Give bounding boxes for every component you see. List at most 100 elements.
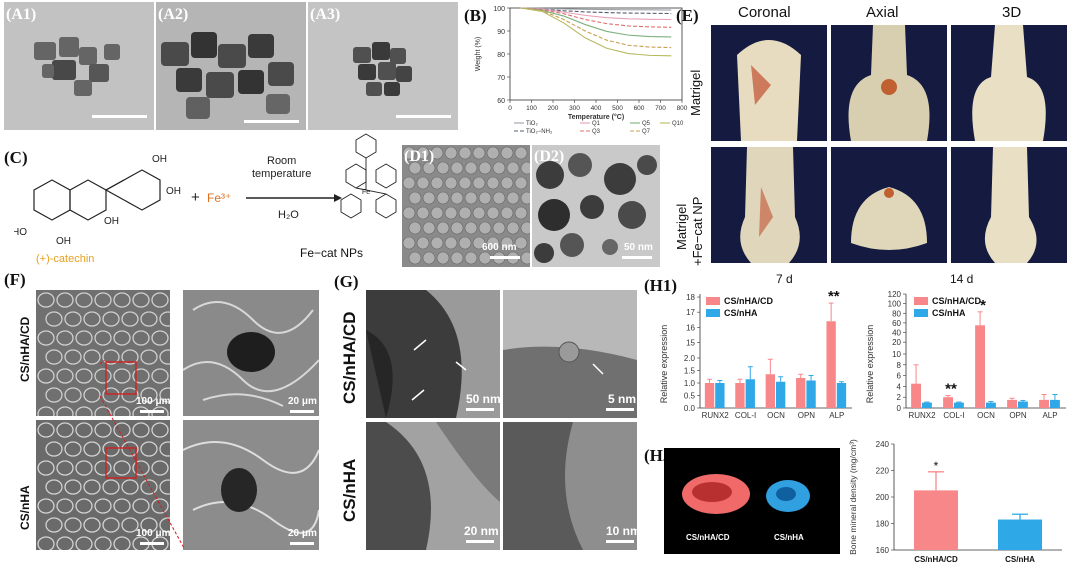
x-tick-label: ALP: [829, 411, 844, 420]
y-tick-label: 1.5: [684, 367, 696, 376]
scalebar-d1: [490, 256, 520, 259]
y-tick-label: 15: [686, 338, 695, 347]
hrtem-g-bottom-right: [503, 422, 637, 550]
ct-coronal-fecat: [710, 146, 828, 264]
scalebar-d2: [622, 256, 652, 259]
bar: [943, 397, 953, 408]
panel-label-h1: (H1): [644, 276, 678, 295]
bar: [1007, 399, 1017, 408]
zoom-connector-lines: [100, 360, 185, 549]
scale-label-g3: 20 nm: [464, 524, 499, 538]
y-tick-label: 18: [686, 293, 695, 302]
panel-label-f: (F): [4, 270, 26, 289]
y-tick-label: 10: [892, 350, 901, 359]
y-tick-label: 0: [897, 404, 902, 413]
panel-label-d2: (D2): [534, 148, 565, 165]
fe-ion-label: Fe³⁺: [207, 191, 231, 205]
y-tick-label: 2: [897, 393, 902, 402]
product-label: Fe−cat NPs: [300, 246, 364, 260]
g-row-label-1: CS/nHA/CD: [340, 311, 359, 404]
x-tick-label: OCN: [767, 411, 785, 420]
bar: [911, 383, 921, 408]
scalebar-f4: [290, 542, 314, 545]
legend-label: Q10: [672, 121, 684, 127]
particle-field-d1: [402, 145, 530, 267]
ct-3d-fecat: [950, 146, 1068, 264]
hrtem-g-top-right: [503, 290, 637, 418]
x-tick-label: 500: [612, 105, 623, 112]
scale-label-f1: 100 μm: [136, 396, 171, 407]
scale-label-g2: 5 nm: [608, 392, 637, 406]
y-tick-label: 17: [686, 308, 695, 317]
row-label-matrigel-fe: Matrigel: [674, 203, 689, 250]
scale-label-f3: 100 μm: [136, 528, 171, 539]
sem-f-top-left: [36, 290, 170, 416]
svg-text:OH: OH: [152, 154, 167, 165]
bone-mineral-density-chart: 160 180 200 220 240 Bone mineral density (mg/…: [848, 439, 1062, 564]
x-tick-label: CS/nHA/CD: [914, 555, 958, 564]
arrow-label-top: Room: [267, 155, 296, 167]
reaction-scheme: OH OH HO OH OH (+)-catechin + Fe³⁺ Room …: [14, 154, 342, 265]
bar: [765, 374, 775, 408]
bar: [954, 402, 964, 408]
panel-label-a2: (A2): [158, 6, 189, 23]
svg-text:OH: OH: [56, 236, 71, 247]
bar: [776, 381, 786, 408]
x-tick-label: 400: [591, 105, 602, 112]
y-tick-label: 220: [876, 467, 890, 476]
bar: [826, 321, 836, 408]
ct-axial-fecat: [830, 146, 948, 264]
series-line: [520, 7, 672, 57]
gene-expression-chart-left: 0.0 0.5 1.0 1.5 2.0 15 16 17 18 Relative expressi…: [659, 288, 852, 420]
fe-cat-structure: Fe: [340, 133, 397, 219]
nanoparticle-cluster-a2: [156, 2, 306, 130]
y-tick-label: 180: [876, 520, 890, 529]
bar: [922, 402, 932, 408]
sem-f-bottom-left: [36, 420, 170, 550]
y-tick-label: 70: [497, 75, 505, 82]
legend-swatch: [914, 297, 928, 305]
bar: [715, 383, 725, 408]
nanoparticle-cluster-a1: [4, 2, 154, 130]
scalebar-f2: [290, 410, 314, 413]
col-header-axial: Axial: [866, 4, 899, 21]
legend-label: Q7: [642, 129, 651, 135]
series-line: [520, 7, 672, 21]
ct-coronal-matrigel: [710, 24, 828, 142]
bar: [975, 325, 985, 408]
bar: [986, 402, 996, 408]
x-axis-label: Temperature (°C): [568, 113, 624, 121]
x-tick-label: ALP: [1042, 411, 1057, 420]
scale-label-d2: 50 nm: [624, 242, 653, 253]
y-axis-label: Relative expression: [865, 325, 875, 404]
legend-label: CS/nHA/CD: [724, 296, 773, 306]
bar: [1050, 399, 1060, 408]
series-line: [520, 7, 672, 49]
series-line: [520, 7, 672, 38]
ct-axial-matrigel: [830, 24, 948, 142]
bar: [998, 519, 1042, 550]
y-tick-label: 100: [493, 6, 505, 13]
bar: [704, 383, 715, 408]
tem-image-d2: [532, 145, 660, 267]
legend-label: CS/nHA: [932, 308, 966, 318]
legend-label: TiO₂: [526, 121, 538, 127]
h2-label-2: CS/nHA: [774, 533, 804, 542]
legend-label: Q5: [642, 121, 651, 127]
hrtem-g-top-left: [366, 290, 500, 418]
y-tick-label: 60: [892, 319, 901, 328]
x-tick-label: RUNX2: [908, 411, 936, 420]
panel-label-e: (E): [676, 6, 699, 25]
scalebar-g4: [606, 540, 634, 543]
y-tick-label: 240: [876, 440, 890, 449]
x-tick-label: OPN: [1009, 411, 1027, 420]
y-tick-label: 1.0: [684, 379, 696, 388]
tem-image-a2: [156, 2, 306, 130]
x-tick-label: 800: [677, 105, 688, 112]
y-tick-label: 80: [892, 309, 901, 318]
legend-label: Q1: [592, 121, 601, 127]
timepoint-7d: 7 d: [776, 272, 793, 286]
y-axis-label: Weight (%): [475, 37, 482, 72]
row-label-matrigel: Matrigel: [688, 69, 703, 116]
x-tick-label: 700: [655, 105, 666, 112]
